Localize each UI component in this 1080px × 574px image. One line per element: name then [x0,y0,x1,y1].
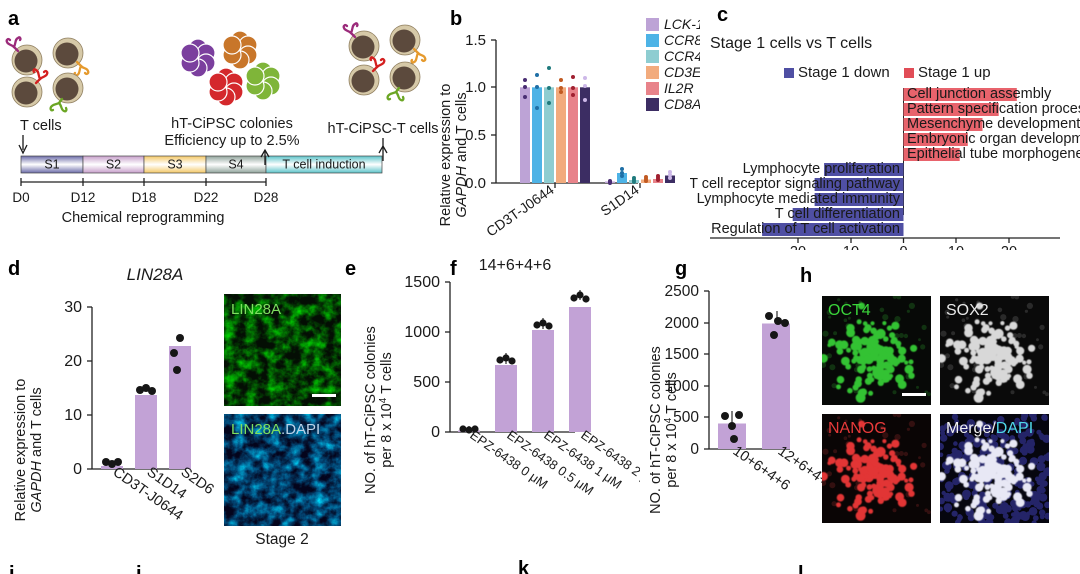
svg-text:10: 10 [948,244,964,250]
svg-text:SOX2: SOX2 [946,302,989,319]
svg-text:30: 30 [64,299,82,316]
svg-text:Merge/DAPI: Merge/DAPI [946,420,1033,437]
svg-text:0: 0 [73,461,82,478]
svg-text:1000: 1000 [404,324,440,341]
svg-text:2500: 2500 [665,283,700,300]
svg-text:S2: S2 [106,158,121,172]
svg-text:Stage 2: Stage 2 [255,531,308,548]
svg-text:Stage 1 down: Stage 1 down [798,64,890,81]
svg-text:S3: S3 [167,158,182,172]
svg-text:Embryonic organ development: Embryonic organ development [907,131,1080,147]
svg-text:Relative expression to: Relative expression to [13,379,29,522]
svg-text:hT-CiPSC colonies: hT-CiPSC colonies [171,116,293,132]
svg-text:Chemical reprogramming: Chemical reprogramming [62,210,225,226]
svg-text:20: 20 [64,353,82,370]
svg-text:1500: 1500 [665,346,700,363]
svg-text:NO. of hT-CiPSC colonies: NO. of hT-CiPSC colonies [363,326,379,494]
svg-text:per 8 x 104 T cells: per 8 x 104 T cells [663,372,681,487]
svg-text:per 8 x 104 T cells: per 8 x 104 T cells [378,352,396,467]
svg-text:S4: S4 [228,158,243,172]
svg-text:1500: 1500 [404,274,440,291]
svg-text:Epithelial tube morphogenesis: Epithelial tube morphogenesis [907,146,1080,162]
svg-text:Cell junction assembly: Cell junction assembly [907,86,1052,102]
svg-text:Lymphocyte proliferation: Lymphocyte proliferation [743,161,900,177]
svg-text:D12: D12 [71,190,96,205]
svg-text:14+6+4+6: 14+6+4+6 [479,257,552,274]
svg-text:1.5: 1.5 [465,32,486,49]
svg-text:Efficiency up to 2.5%: Efficiency up to 2.5% [164,133,299,149]
svg-text:NANOG: NANOG [828,420,887,437]
svg-text:0: 0 [899,244,907,250]
svg-text:GAPDH and T cells: GAPDH and T cells [454,92,470,217]
svg-text:2000: 2000 [665,315,700,332]
svg-text:Stage 1 up: Stage 1 up [918,64,991,81]
svg-text:D0: D0 [12,190,29,205]
svg-text:LIN28A: LIN28A [127,265,184,284]
svg-text:S1: S1 [44,158,59,172]
svg-text:D28: D28 [254,190,279,205]
svg-text:Lymphocyte mediated immunity: Lymphocyte mediated immunity [697,191,901,207]
svg-text:0: 0 [690,441,699,458]
svg-text:CD3T-J0644: CD3T-J0644 [483,181,557,239]
svg-text:T cell differentiation: T cell differentiation [775,206,900,222]
svg-text:S1D14: S1D14 [597,181,641,219]
svg-text:LIN28A.DAPI: LIN28A.DAPI [231,421,320,438]
svg-text:OCT4: OCT4 [828,302,871,319]
svg-text:NO. of hT-CiPSC colonies: NO. of hT-CiPSC colonies [650,346,664,514]
svg-text:T cells: T cells [20,118,62,134]
svg-text:T cell receptor signaling path: T cell receptor signaling pathway [690,176,901,192]
svg-text:D18: D18 [132,190,157,205]
svg-text:D22: D22 [194,190,219,205]
svg-text:LIN28A: LIN28A [231,301,281,318]
svg-text:Regulation of T cell activatio: Regulation of T cell activation [711,221,900,237]
svg-text:T cell induction: T cell induction [282,158,365,172]
svg-text:0: 0 [431,424,440,441]
svg-text:500: 500 [413,374,440,391]
svg-text:Stage 1 cells vs T cells: Stage 1 cells vs T cells [710,35,872,52]
svg-text:GAPDH and T cells: GAPDH and T cells [29,387,45,512]
svg-text:10: 10 [64,407,82,424]
svg-text:20: 20 [1001,244,1017,250]
svg-text:Pattern specification process: Pattern specification process [907,101,1080,117]
svg-text:Mesenchyme development: Mesenchyme development [907,116,1080,132]
svg-text:hT-CiPSC-T cells: hT-CiPSC-T cells [328,121,439,137]
